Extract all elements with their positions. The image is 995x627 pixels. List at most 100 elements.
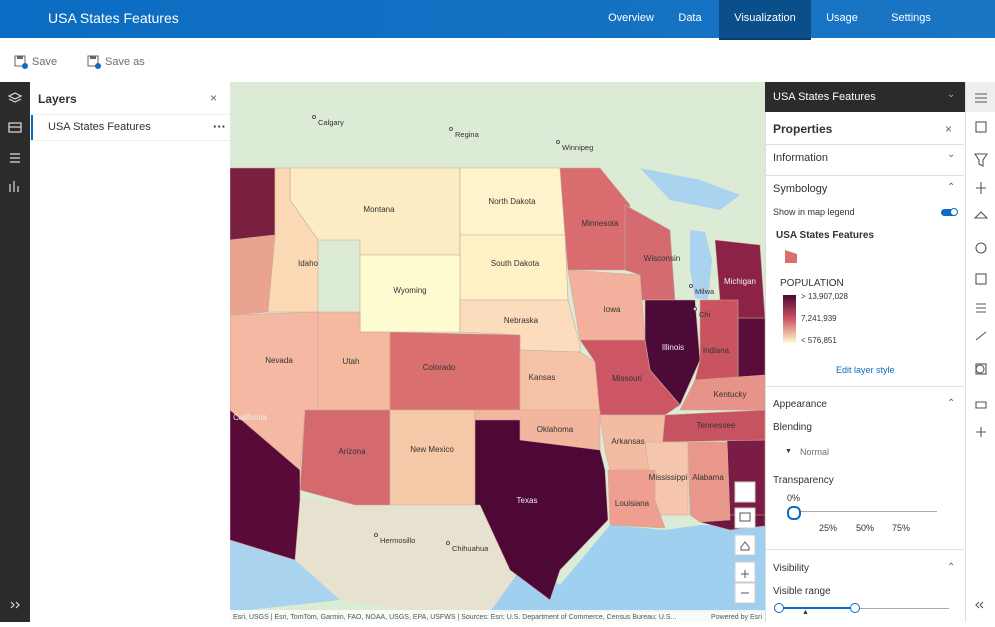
properties-header: Properties ×: [765, 112, 964, 145]
information-section[interactable]: Information ⌄: [765, 145, 964, 176]
state-label: Oklahoma: [537, 425, 574, 434]
state-label: Tennessee: [697, 421, 736, 430]
screen-button[interactable]: [734, 507, 756, 529]
state-label: Utah: [343, 357, 360, 366]
powered-by: Powered by Esri: [711, 614, 762, 621]
chevron[interactable]: ⌃: [947, 398, 956, 409]
city-dot: [556, 140, 560, 144]
state-label: Mississippi: [649, 473, 688, 482]
slider-tick: 50%: [856, 523, 875, 533]
city-label: Calgary: [318, 118, 344, 127]
layers-icon[interactable]: [7, 92, 23, 103]
city-label: Chihuahua: [452, 544, 489, 553]
chevron: ⌄: [947, 89, 956, 100]
toggle[interactable]: [941, 208, 958, 216]
section-title: Symbology: [773, 183, 828, 195]
range-thumb[interactable]: [774, 603, 784, 613]
nav-item[interactable]: Data: [678, 12, 702, 24]
state: [474, 419, 609, 601]
state-label: Minnesota: [582, 219, 619, 228]
layer-menu[interactable]: ···: [213, 119, 226, 134]
state-label: Alabama: [692, 473, 724, 482]
blending-label: Blending: [773, 422, 812, 433]
city-label: Chi: [699, 310, 711, 319]
state-label: Kentucky: [714, 390, 747, 399]
toolbar: Save Save as: [0, 38, 995, 83]
layer-select[interactable]: USA States Features ⌄: [765, 82, 965, 112]
selected-bar: [31, 115, 33, 140]
layers-panel: Layers × USA States Features ···: [30, 82, 230, 622]
state-label: Louisiana: [615, 499, 650, 508]
legend-icon[interactable]: [10, 153, 20, 163]
save-icon: [14, 55, 28, 69]
state-label: Missouri: [612, 374, 642, 383]
section-title: Visibility: [773, 563, 809, 574]
city-dot: [446, 541, 450, 545]
state: [389, 409, 476, 506]
nav-item[interactable]: Visualization: [719, 0, 811, 40]
city-dot: [449, 127, 453, 131]
charts-icon[interactable]: [9, 181, 19, 192]
dropdown-arrow: ▼: [785, 448, 792, 455]
range-thumb[interactable]: [850, 603, 860, 613]
edit-style-link[interactable]: Edit layer style: [836, 365, 895, 375]
state-label: Arizona: [338, 447, 366, 456]
slider-thumb[interactable]: [787, 506, 801, 520]
state-label: Kansas: [529, 373, 556, 382]
nav-item[interactable]: Settings: [891, 12, 931, 24]
right-rail: [965, 82, 995, 622]
state-label: Idaho: [298, 259, 319, 268]
state: [679, 374, 765, 411]
legend-label: 7,241,939: [801, 314, 837, 323]
rail-icons: [966, 82, 995, 609]
blend-mode[interactable]: Normal: [800, 447, 830, 457]
slider-tick: 25%: [819, 523, 838, 533]
transparency-label: Transparency: [773, 475, 834, 486]
state: [230, 409, 301, 561]
nav-item[interactable]: Overview: [608, 12, 654, 24]
state-label: California: [233, 413, 267, 422]
layer-row[interactable]: USA States Features ···: [30, 114, 230, 141]
state-label: Texas: [517, 496, 538, 505]
legend-ramp: [783, 295, 796, 343]
chevron[interactable]: ⌃: [947, 182, 956, 193]
visibility-section: Visibility ⌃ Visible range ▲: [765, 556, 964, 622]
state-label: Michigan: [724, 277, 756, 286]
range-fill: [779, 607, 855, 609]
header: USA States Features Overview Data Visualiz…: [0, 0, 995, 40]
legend-toggle-label: Show in map legend: [773, 207, 855, 217]
mexico: [230, 500, 520, 612]
appearance-section: Appearance ⌃ Blending ▼ Normal Transpare…: [765, 387, 964, 550]
state-label: Iowa: [604, 305, 621, 314]
home-button[interactable]: [734, 534, 756, 556]
chevron[interactable]: ⌃: [947, 562, 956, 573]
expand-icon[interactable]: [10, 601, 20, 609]
state-label: Montana: [363, 205, 395, 214]
city-dot: [312, 115, 316, 119]
save-as-button[interactable]: Save as: [105, 56, 145, 68]
city-label: Regina: [455, 130, 480, 139]
properties-title: Properties: [773, 122, 833, 136]
state-label: Colorado: [423, 363, 456, 372]
legend-field: POPULATION: [780, 278, 844, 289]
save-button[interactable]: Save: [32, 56, 58, 68]
chevron: ⌄: [947, 149, 956, 160]
city-dot: [374, 533, 378, 537]
legend-layer: USA States Features: [776, 230, 874, 241]
visible-range-label: Visible range: [773, 586, 831, 597]
city-label: Hermosillo: [380, 536, 415, 545]
section-title: Appearance: [773, 399, 827, 410]
nav-item[interactable]: Usage: [826, 12, 858, 24]
close-button[interactable]: ×: [210, 91, 218, 105]
qr-button[interactable]: [734, 481, 756, 503]
section-title: Information: [773, 152, 829, 164]
map[interactable]: Montana North Dakota Minnesota Idaho South D…: [230, 82, 765, 622]
close-button[interactable]: ×: [945, 122, 953, 136]
state-label: South Dakota: [491, 259, 540, 268]
rail-icons: [7, 92, 23, 609]
state-label: Indiana: [703, 346, 730, 355]
attribution: Esri, USGS | Esri, TomTom, Garmin, FAO, …: [233, 614, 676, 621]
legend-label: < 576,851: [801, 336, 837, 345]
lake-michigan: [690, 230, 712, 300]
